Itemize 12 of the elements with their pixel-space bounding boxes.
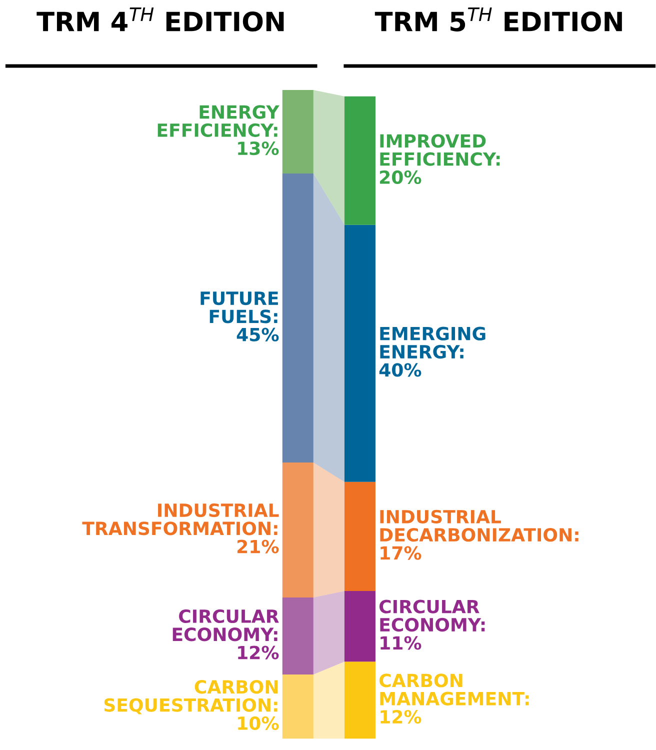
category-label: TRM 4$^{TH}$ EDITION [36, 8, 284, 32]
data-label: INDUSTRIAL TRANSFORMATION: 21% [82, 503, 279, 554]
data-label: CARBON MANAGEMENT: 12% [379, 674, 529, 724]
data-label: IMPROVED EFFICIENCY: 20% [380, 134, 500, 184]
category-label: TRM 5$^{TH}$ EDITION [374, 8, 622, 32]
data-label: CIRCULAR ECONOMY: 11% [379, 600, 485, 650]
data-label: INDUSTRIAL DECARBONIZATION: 17% [380, 510, 578, 560]
data-label: EMERGING ENERGY: 40% [379, 326, 486, 377]
data-label: CIRCULAR ECONOMY: 12% [172, 609, 279, 660]
data-label: FUTURE FUELS: 45% [200, 292, 279, 342]
data-label: ENERGY EFFICIENCY: 13% [158, 105, 280, 156]
data-label: CARBON SEQUESTRATION: 10% [104, 680, 279, 730]
